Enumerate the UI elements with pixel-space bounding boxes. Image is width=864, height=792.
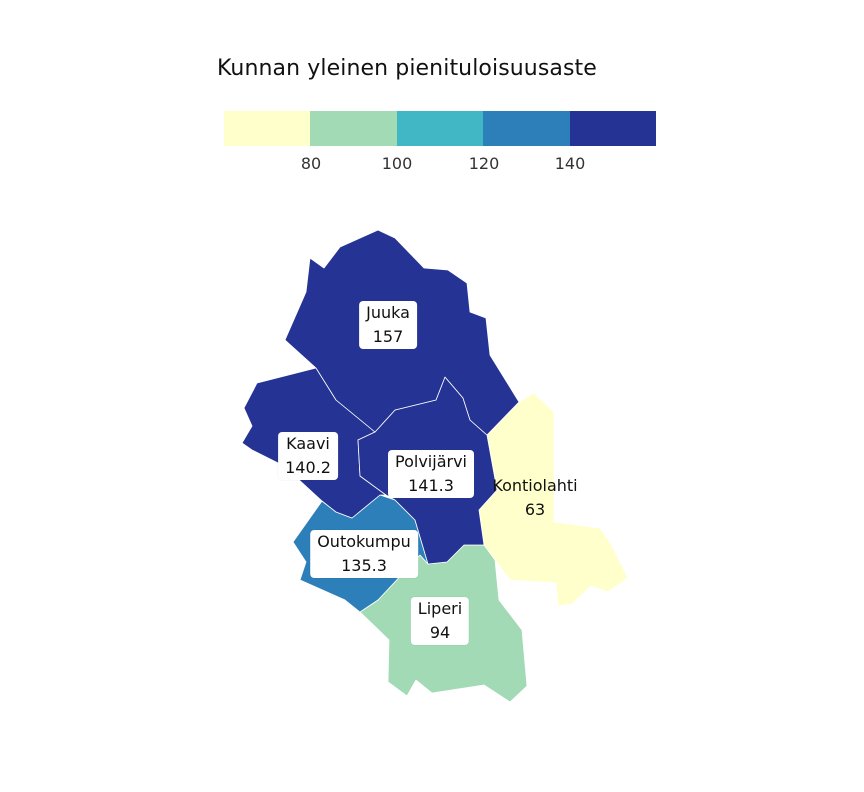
label-juuka-name: Juuka (366, 303, 410, 322)
label-kontiolahti-name: Kontiolahti (492, 476, 578, 495)
label-kaavi-name: Kaavi (286, 434, 330, 453)
label-kaavi-value: 140.2 (285, 458, 331, 477)
legend-tick-140: 140 (554, 154, 586, 173)
label-liperi: Liperi 94 (410, 597, 470, 645)
label-kontiolahti: Kontiolahti 63 (485, 474, 584, 522)
legend-title: Kunnan yleinen pienituloisuusaste (217, 56, 597, 81)
legend-tick-100: 100 (381, 154, 413, 173)
label-polvijarvi-value: 141.3 (408, 476, 454, 495)
legend-swatch-5 (569, 111, 657, 146)
label-polvijarvi-name: Polvijärvi (395, 452, 467, 471)
legend-swatch-4 (483, 111, 570, 146)
label-liperi-value: 94 (429, 623, 451, 642)
legend-swatch-1 (224, 111, 311, 146)
legend-swatch-2 (310, 111, 397, 146)
color-legend (224, 111, 657, 146)
legend-tick-80: 80 (300, 154, 322, 173)
label-juuka: Juuka 157 (359, 301, 417, 349)
label-outokumpu-name: Outokumpu (317, 532, 411, 551)
label-outokumpu: Outokumpu 135.3 (310, 530, 418, 578)
label-outokumpu-value: 135.3 (341, 556, 387, 575)
legend-tick-120: 120 (468, 154, 500, 173)
legend-swatch-3 (396, 111, 484, 146)
label-juuka-value: 157 (372, 327, 404, 346)
label-kaavi: Kaavi 140.2 (278, 432, 338, 480)
label-kontiolahti-value: 63 (524, 500, 546, 519)
label-liperi-name: Liperi (417, 599, 463, 618)
label-polvijarvi: Polvijärvi 141.3 (388, 450, 474, 498)
